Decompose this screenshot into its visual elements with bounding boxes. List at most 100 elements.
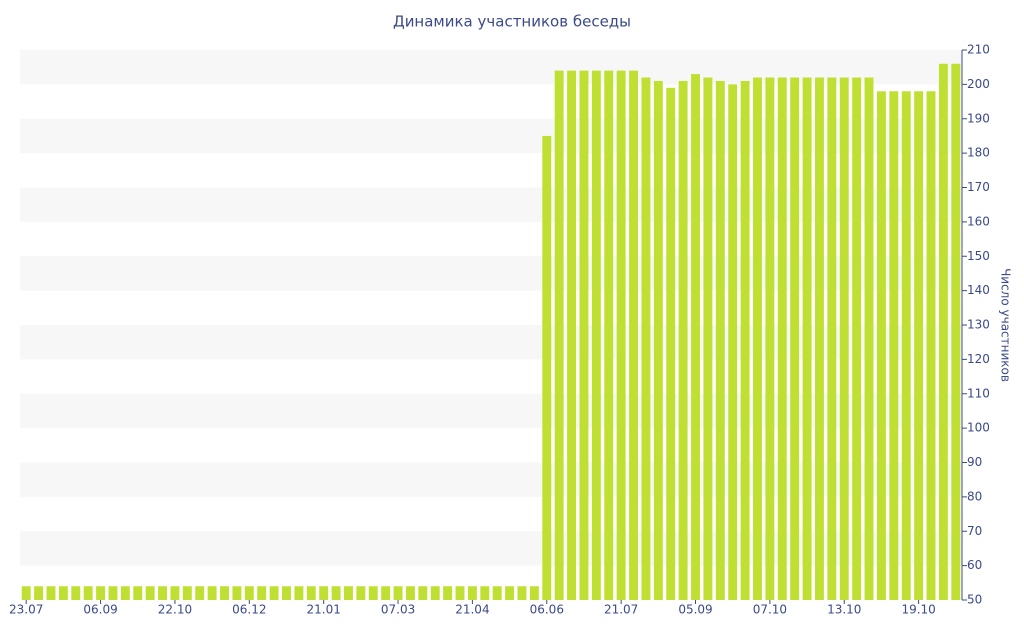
bar <box>331 586 341 600</box>
bar <box>492 586 502 600</box>
bar <box>467 586 477 600</box>
bar <box>381 586 391 600</box>
bar <box>133 586 143 600</box>
y-tick-label: 150 <box>967 249 990 263</box>
bar <box>21 586 31 600</box>
bar <box>715 80 725 600</box>
bar <box>158 586 168 600</box>
bar <box>418 586 428 600</box>
bar <box>827 77 837 600</box>
bar <box>802 77 812 600</box>
bar <box>319 586 329 600</box>
x-tick-label: 06.12 <box>232 603 266 617</box>
bar <box>852 77 862 600</box>
bar <box>244 586 254 600</box>
bar <box>517 586 527 600</box>
bar <box>641 77 651 600</box>
y-tick-label: 210 <box>967 43 990 57</box>
bar <box>542 135 552 600</box>
bar <box>83 586 93 600</box>
bar <box>282 586 291 600</box>
x-tick-label: 07.10 <box>753 603 787 617</box>
x-tick-label: 06.09 <box>83 603 117 617</box>
y-axis-label: Число участников <box>999 268 1013 382</box>
x-tick-label: 22.10 <box>158 603 192 617</box>
bar <box>616 70 626 600</box>
bar <box>356 586 366 600</box>
x-tick-label: 21.07 <box>604 603 638 617</box>
bar <box>814 77 824 600</box>
bar <box>58 586 68 600</box>
bar <box>232 586 242 600</box>
y-tick-label: 170 <box>967 180 990 194</box>
bar <box>269 586 279 600</box>
bar <box>753 77 762 600</box>
bar <box>529 586 539 600</box>
bar <box>914 91 924 600</box>
bar <box>195 586 205 600</box>
x-tick-label: 21.01 <box>306 603 340 617</box>
y-tick-label: 160 <box>967 214 990 228</box>
bar <box>938 63 948 600</box>
y-tick-label: 60 <box>967 558 982 572</box>
bar <box>765 77 775 600</box>
y-tick-label: 80 <box>967 489 982 503</box>
bar <box>220 586 229 600</box>
x-tick-label: 21.04 <box>455 603 489 617</box>
bar <box>666 87 676 600</box>
bar <box>691 74 700 600</box>
bar <box>393 586 403 600</box>
bar <box>145 586 155 600</box>
bar <box>901 91 911 600</box>
bar <box>653 80 663 600</box>
y-tick-label: 70 <box>967 524 982 538</box>
chart-title: Динамика участников беседы <box>393 13 631 31</box>
y-tick-label: 50 <box>967 593 982 607</box>
bar <box>567 70 577 600</box>
bar <box>294 586 304 600</box>
bar <box>257 586 267 600</box>
bar <box>839 77 849 600</box>
bar <box>443 586 453 600</box>
bar <box>790 77 800 600</box>
bar <box>777 77 787 600</box>
x-tick-label: 06.06 <box>530 603 564 617</box>
y-tick-label: 90 <box>967 455 982 469</box>
bar <box>71 586 81 600</box>
bar <box>430 586 440 600</box>
bar <box>207 586 217 600</box>
y-tick-label: 130 <box>967 318 990 332</box>
bar <box>889 91 899 600</box>
bar <box>34 586 44 600</box>
bar <box>876 91 886 600</box>
bar <box>505 586 515 600</box>
bar <box>182 586 192 600</box>
bar <box>108 586 118 600</box>
bar <box>629 70 639 600</box>
bar <box>343 586 353 600</box>
bar <box>306 586 316 600</box>
bar <box>455 586 465 600</box>
x-tick-label: 05.09 <box>678 603 712 617</box>
bar <box>96 586 106 600</box>
bar <box>120 586 130 600</box>
y-tick-label: 180 <box>967 146 990 160</box>
y-tick-label: 100 <box>967 421 990 435</box>
bar <box>864 77 874 600</box>
y-tick-label: 120 <box>967 352 990 366</box>
bar <box>591 70 601 600</box>
bar <box>951 63 961 600</box>
y-tick-label: 140 <box>967 283 990 297</box>
bar <box>170 586 180 600</box>
x-tick-label: 19.10 <box>901 603 935 617</box>
bar <box>926 91 936 600</box>
x-tick-label: 07.03 <box>381 603 415 617</box>
y-tick-label: 110 <box>967 386 990 400</box>
y-tick-label: 190 <box>967 111 990 125</box>
bar <box>703 77 713 600</box>
bar <box>678 80 688 600</box>
bar <box>368 586 378 600</box>
bar <box>405 586 415 600</box>
bar <box>480 586 490 600</box>
